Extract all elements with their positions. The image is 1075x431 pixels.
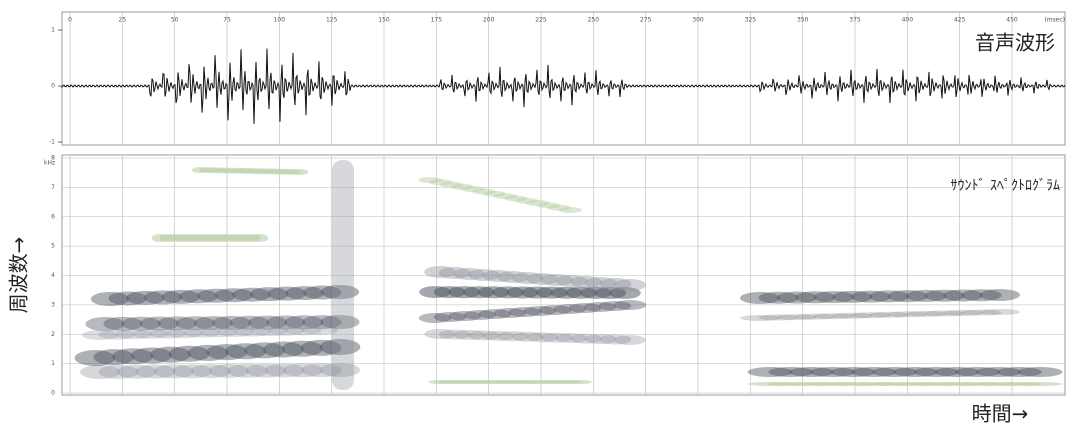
x-tick-label: 450	[1006, 17, 1018, 24]
y-tick-label: 1	[51, 27, 55, 34]
x-tick-label: 400	[902, 17, 914, 24]
x-tick-label: 0	[68, 17, 72, 24]
x-tick-label: 300	[692, 17, 704, 24]
x-tick-label: 175	[431, 17, 443, 24]
y-axis-label: 周波数→	[7, 237, 31, 314]
spectrogram-blob	[568, 380, 591, 384]
x-tick-label: 350	[797, 17, 809, 24]
x-axis-label: 時間→	[972, 402, 1029, 426]
spectrogram-blob	[614, 335, 646, 345]
waveform-label: 音声波形	[975, 31, 1055, 55]
spectrogram-blob	[980, 289, 1020, 301]
spectrogram-blob	[292, 169, 309, 175]
spectrogram-blob	[332, 160, 354, 390]
x-tick-label: 75	[223, 17, 231, 24]
spectrogram-blob	[614, 279, 646, 291]
spectrogram-blob	[614, 300, 647, 310]
spectrogram-blob	[1018, 382, 1063, 386]
time-unit: (msec)	[1044, 17, 1065, 24]
x-tick-label: 325	[745, 17, 757, 24]
y-tick-label: 0	[51, 83, 55, 90]
x-tick-label: 100	[274, 17, 286, 24]
spectrogram-label: ｻｳﾝﾄﾞ ｽﾍﾟｸﾄﾛｸﾞﾗﾑ	[951, 178, 1060, 194]
x-tick-label: 50	[171, 17, 179, 24]
x-tick-label: 150	[378, 17, 390, 24]
y-tick-label: 2	[51, 331, 55, 338]
y-tick-label: 5	[51, 243, 55, 250]
y-tick-label: 1	[51, 360, 55, 367]
figure: 0255075100125150175200225250275300325350…	[0, 0, 1075, 431]
x-tick-label: 25	[119, 17, 127, 24]
spectrogram-blob	[1018, 367, 1063, 377]
y-tick-label: 0	[51, 390, 55, 397]
x-tick-label: 125	[326, 17, 338, 24]
y-tick-label: 3	[51, 301, 55, 308]
spectrogram-unit: kHz	[44, 160, 55, 167]
x-tick-label: 250	[588, 17, 600, 24]
x-tick-label: 425	[954, 17, 966, 24]
x-tick-label: 375	[849, 17, 861, 24]
spectrogram-blob	[558, 207, 581, 213]
x-tick-label: 225	[535, 17, 547, 24]
spectrogram-blob	[252, 234, 269, 242]
y-tick-label: 6	[51, 213, 55, 220]
y-tick-label: 4	[51, 272, 55, 279]
y-tick-label: -1	[49, 139, 55, 146]
y-tick-label: 7	[51, 184, 55, 191]
x-tick-label: 275	[640, 17, 652, 24]
x-tick-label: 200	[483, 17, 495, 24]
spectrogram-blob	[980, 309, 1020, 315]
